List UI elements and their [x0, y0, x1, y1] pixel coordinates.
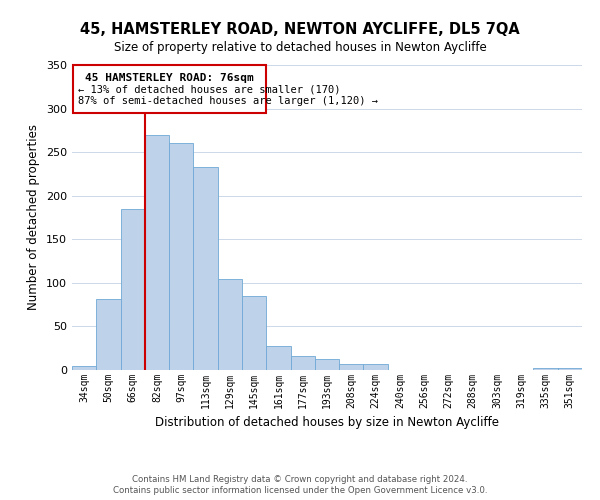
Text: 45, HAMSTERLEY ROAD, NEWTON AYCLIFFE, DL5 7QA: 45, HAMSTERLEY ROAD, NEWTON AYCLIFFE, DL… — [80, 22, 520, 38]
X-axis label: Distribution of detached houses by size in Newton Aycliffe: Distribution of detached houses by size … — [155, 416, 499, 430]
Bar — [339, 364, 364, 370]
Bar — [533, 368, 558, 370]
Bar — [242, 296, 266, 370]
Bar — [145, 134, 169, 370]
Bar — [315, 358, 339, 370]
Text: 87% of semi-detached houses are larger (1,120) →: 87% of semi-detached houses are larger (… — [78, 96, 378, 106]
Bar — [218, 280, 242, 370]
FancyBboxPatch shape — [73, 65, 266, 113]
Bar — [96, 298, 121, 370]
Text: Size of property relative to detached houses in Newton Aycliffe: Size of property relative to detached ho… — [113, 41, 487, 54]
Text: Contains public sector information licensed under the Open Government Licence v3: Contains public sector information licen… — [113, 486, 487, 495]
Bar — [266, 346, 290, 370]
Y-axis label: Number of detached properties: Number of detached properties — [28, 124, 40, 310]
Bar — [72, 366, 96, 370]
Bar — [193, 167, 218, 370]
Bar — [558, 368, 582, 370]
Text: ← 13% of detached houses are smaller (170): ← 13% of detached houses are smaller (17… — [78, 84, 341, 94]
Bar — [169, 144, 193, 370]
Bar — [290, 356, 315, 370]
Bar — [121, 209, 145, 370]
Text: Contains HM Land Registry data © Crown copyright and database right 2024.: Contains HM Land Registry data © Crown c… — [132, 475, 468, 484]
Bar — [364, 364, 388, 370]
Text: 45 HAMSTERLEY ROAD: 76sqm: 45 HAMSTERLEY ROAD: 76sqm — [85, 73, 254, 83]
